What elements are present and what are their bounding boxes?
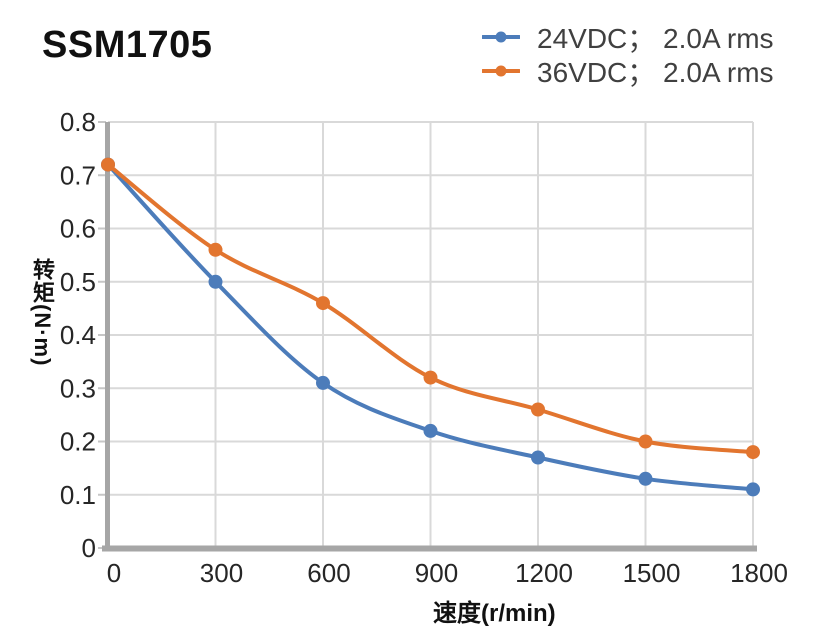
data-point-marker [638, 471, 653, 486]
y-tick-label: 0.3 [60, 373, 96, 403]
y-tick-label: 0.2 [60, 427, 96, 457]
data-point-marker [316, 375, 330, 390]
legend: 24VDC； 2.0A rms 36VDC； 2.0A rms [482, 21, 774, 88]
y-tick-label: 0 [82, 533, 96, 563]
data-point-marker [101, 157, 115, 172]
x-tick-label: 900 [415, 558, 458, 588]
x-tick-label: 0 [107, 558, 121, 588]
x-axis-title: 速度(r/min) [433, 600, 556, 627]
data-point-marker [531, 450, 545, 465]
y-tick-label: 0.7 [60, 160, 96, 190]
data-point-marker [423, 423, 438, 438]
y-tick-label: 0.8 [60, 107, 96, 137]
data-point-marker [423, 370, 438, 385]
y-tick-label: 0.5 [60, 267, 96, 297]
data-point-marker [316, 296, 330, 311]
x-tick-label: 1200 [515, 558, 573, 588]
y-tick-label: 0.4 [60, 320, 96, 350]
data-point-marker [638, 434, 653, 449]
legend-label: 36VDC； 2.0A rms [537, 57, 774, 88]
data-point-marker [208, 274, 223, 289]
x-tick-label: 600 [307, 558, 350, 588]
y-tick-label: 0.1 [60, 480, 96, 510]
legend-dot [495, 65, 507, 77]
legend-dot [495, 31, 507, 43]
data-point-marker [746, 445, 760, 460]
data-point-marker [531, 402, 545, 417]
data-point-marker [746, 482, 760, 497]
y-axis-title: 转矩(N·m) [30, 258, 55, 367]
y-tick-label: 0.6 [60, 214, 96, 244]
legend-item: 24VDC； 2.0A rms [482, 21, 774, 54]
legend-label: 24VDC； 2.0A rms [537, 23, 774, 54]
x-tick-label: 1500 [623, 558, 681, 588]
data-point-marker [208, 242, 223, 257]
chart-title: SSM1705 [42, 24, 213, 66]
legend-line-marker-icon [482, 31, 520, 43]
legend-item: 36VDC； 2.0A rms [482, 55, 774, 88]
x-tick-label: 1800 [730, 558, 788, 588]
x-tick-label: 300 [200, 558, 243, 588]
legend-line-marker-icon [482, 65, 520, 77]
